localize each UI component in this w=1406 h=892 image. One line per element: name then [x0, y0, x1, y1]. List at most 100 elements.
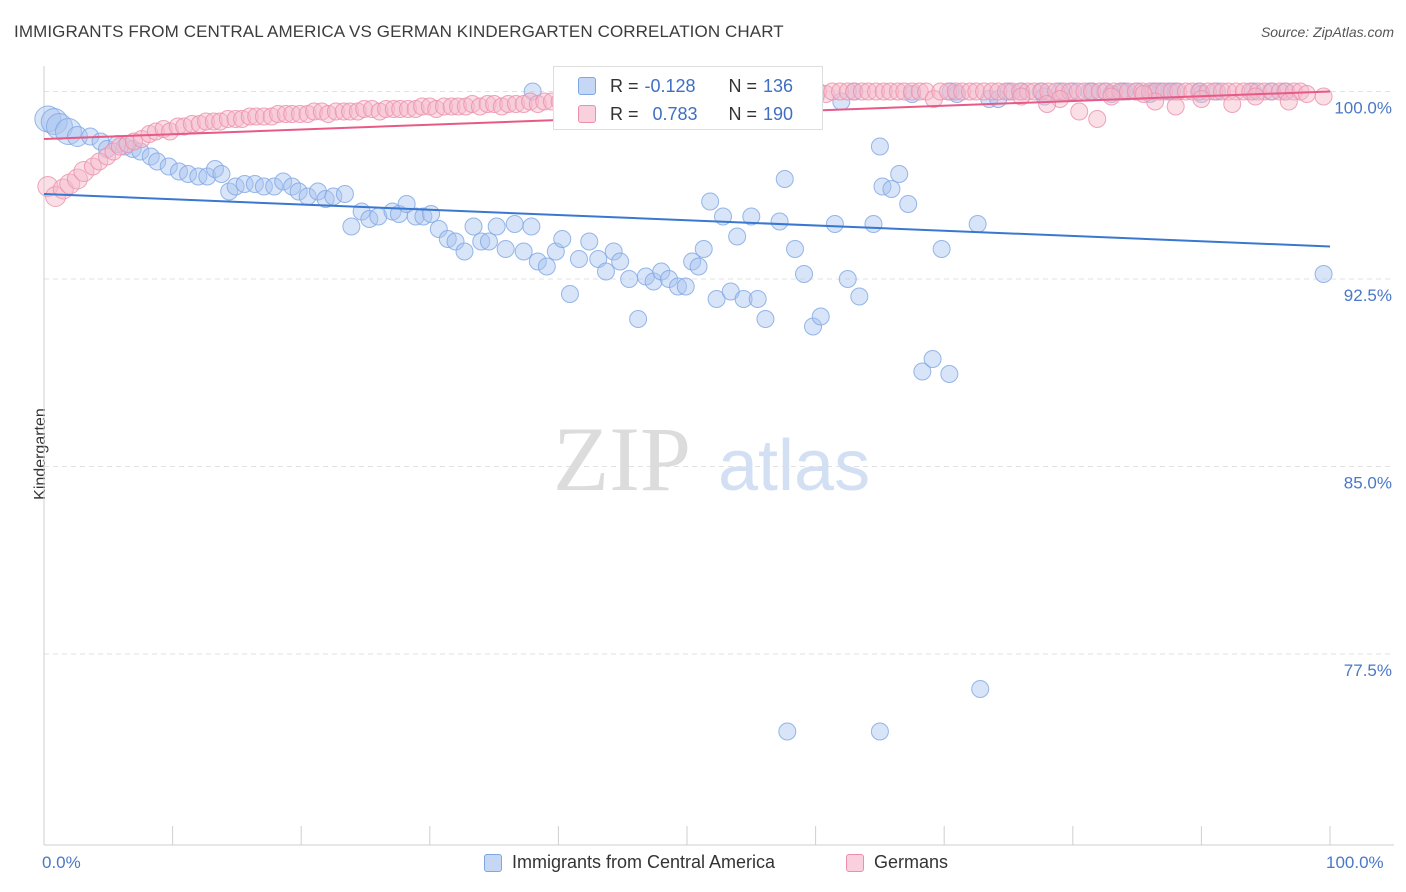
central-america-point — [198, 167, 217, 186]
central-america-point — [659, 270, 678, 288]
central-america-point — [537, 257, 556, 276]
central-america-point — [864, 215, 883, 233]
central-america-point — [620, 270, 639, 288]
y-tick-label: 92.5% — [1344, 286, 1392, 305]
germans-point — [1012, 87, 1031, 106]
central-america-point — [422, 205, 441, 223]
central-america-point — [604, 242, 623, 261]
germans-point — [226, 110, 245, 128]
central-america-point — [778, 722, 797, 741]
central-america-point — [804, 317, 823, 336]
germans-point — [881, 82, 900, 101]
central-america-point — [734, 290, 753, 308]
n-value: 190 — [763, 103, 794, 124]
germans-point — [283, 105, 302, 123]
germans-point — [1038, 95, 1057, 113]
central-america-point — [770, 212, 789, 231]
germans-point — [989, 82, 1008, 101]
trend-line-central-america — [43, 193, 1331, 248]
central-america-point — [148, 152, 167, 171]
n-label: N = — [728, 103, 758, 124]
central-america-point — [235, 175, 254, 193]
germans-point — [1241, 82, 1260, 101]
axes — [43, 66, 1394, 846]
central-america-point — [971, 680, 990, 698]
r-value: 0.783 — [652, 103, 698, 124]
central-america-point — [569, 250, 588, 268]
central-america-point — [45, 113, 73, 140]
r-label: R = — [610, 103, 639, 124]
central-america-point — [652, 262, 671, 281]
germans-point — [845, 82, 864, 101]
legend-item-central-america[interactable]: Immigrants from Central America — [484, 852, 775, 873]
germans-point — [917, 82, 936, 101]
watermark: ZIP atlas — [553, 408, 870, 510]
central-america-point — [756, 310, 775, 328]
central-america-point — [825, 215, 844, 233]
central-america-point — [342, 217, 361, 236]
legend-item-germans[interactable]: Germans — [846, 852, 948, 873]
y-tick-label: 85.0% — [1344, 474, 1392, 493]
central-america-point — [890, 165, 909, 183]
germans-point — [960, 82, 979, 101]
germans-point — [254, 107, 273, 126]
central-america-point — [728, 227, 747, 246]
germans-point — [434, 97, 453, 116]
central-america-point — [923, 350, 942, 368]
central-america-point — [274, 172, 293, 191]
y-tick-label: 77.5% — [1344, 661, 1392, 680]
germans-point — [413, 97, 432, 116]
germans-point — [377, 100, 396, 118]
germans-point — [1088, 110, 1107, 128]
central-america-point — [932, 240, 951, 258]
y-tick-labels: 100.0% 92.5% 85.0% 77.5% — [1334, 99, 1392, 681]
central-america-point — [528, 252, 547, 271]
watermark-atlas: atlas — [718, 426, 870, 506]
germans-point — [442, 97, 461, 116]
central-america-point — [668, 277, 687, 296]
central-america-point — [522, 217, 541, 236]
central-america-point — [701, 192, 720, 211]
central-america-point — [254, 177, 273, 196]
central-america-point — [479, 232, 498, 251]
germans-point — [247, 107, 266, 126]
central-america-point — [644, 272, 663, 291]
central-america-point — [913, 362, 932, 381]
germans-point — [1003, 82, 1022, 101]
central-america-point — [795, 265, 814, 283]
germans-point — [499, 95, 518, 113]
central-america-point — [335, 185, 354, 203]
central-america-point — [676, 277, 695, 296]
germans-point — [967, 82, 986, 101]
legend-swatch-pink — [578, 105, 596, 123]
central-america-point — [505, 215, 524, 233]
x-tick-label-min: 0.0% — [42, 853, 81, 872]
central-america-point — [40, 108, 68, 135]
central-america-point — [694, 240, 713, 258]
germans-point — [204, 112, 223, 131]
central-america-point — [553, 230, 572, 248]
central-america-point — [742, 207, 761, 226]
central-america-point — [882, 180, 901, 198]
germans-point — [903, 82, 922, 101]
r-value: -0.128 — [644, 75, 696, 96]
germans-point — [1263, 82, 1282, 101]
central-america-point — [446, 232, 465, 251]
series-legend: Immigrants from Central America Germans — [0, 852, 1406, 878]
germans-point — [384, 100, 403, 118]
germans-point — [240, 107, 259, 126]
n-value: 136 — [763, 75, 794, 96]
central-america-point — [560, 285, 579, 303]
germans-point — [290, 105, 309, 123]
x-tick-label-max: 100.0% — [1326, 853, 1384, 872]
germans-point — [398, 100, 417, 118]
central-america-point — [487, 217, 506, 236]
germans-point — [859, 82, 878, 101]
central-america-point — [838, 270, 857, 288]
germans-point — [1270, 82, 1289, 101]
central-america-point — [189, 167, 208, 186]
germans-point — [269, 105, 288, 123]
central-america-point — [748, 290, 767, 308]
central-america-point — [775, 170, 794, 188]
